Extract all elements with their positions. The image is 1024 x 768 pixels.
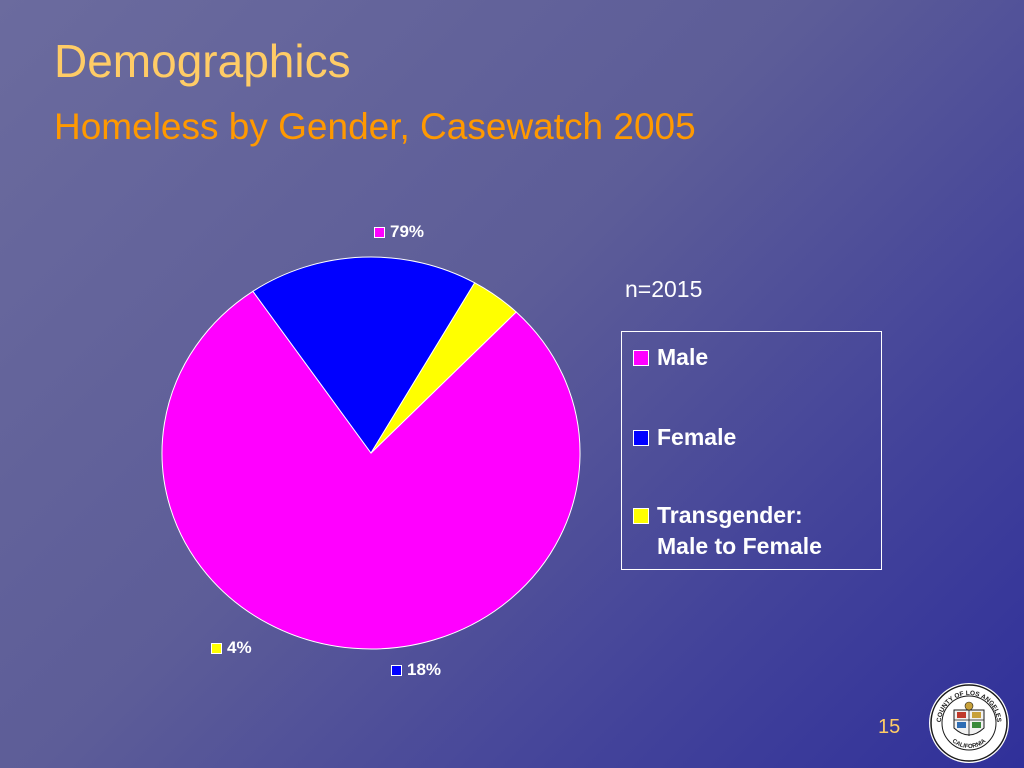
legend-label-transgender: Transgender: Male to Female [657,502,822,559]
legend-item-female: Female [633,422,736,453]
legend-label-male: Male [657,344,709,370]
county-seal-logo: COUNTY OF LOS ANGELES CALIFORNIA [929,683,1009,763]
slide-subtitle: Homeless by Gender, Casewatch 2005 [54,106,696,147]
data-label-transgender: 4% [211,638,252,658]
data-label-swatch-transgender [211,642,222,654]
legend-item-transgender: Transgender: Male to Female [633,500,822,562]
chart-legend: Male Female Transgender: Male to Female [621,331,882,570]
legend-item-male: Male [633,342,708,373]
legend-swatch-female [633,430,649,446]
legend-label-female: Female [657,424,737,450]
pie-slice-transgender [370,282,517,454]
data-label-swatch-female [391,664,402,676]
pie-slice-female [252,256,476,454]
data-label-swatch-male [374,226,385,238]
pie-slice-male [161,290,581,650]
sample-size-note: n=2015 [625,276,703,302]
page-number: 15 [878,716,901,738]
data-label-value-male: 79% [390,222,425,241]
data-label-value-transgender: 4% [227,638,252,657]
slide-title: Demographics [54,35,351,87]
data-label-male: 79% [374,222,424,242]
legend-swatch-transgender [633,508,649,524]
data-label-female: 18% [391,660,441,680]
data-label-value-female: 18% [407,660,442,679]
legend-swatch-male [633,350,649,366]
